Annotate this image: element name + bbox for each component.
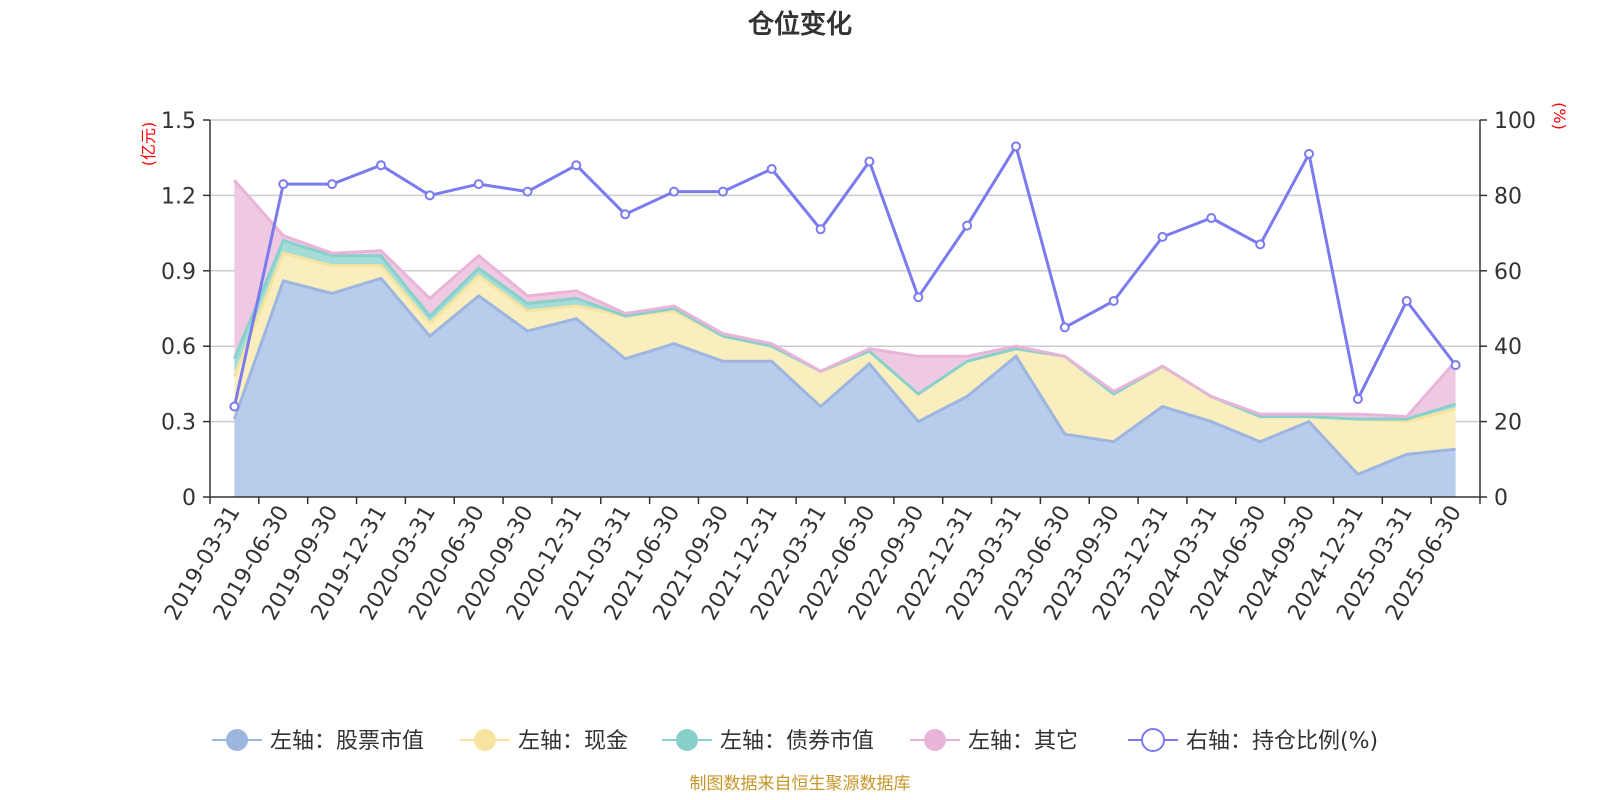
left-tick-label: 0: [182, 486, 196, 511]
chart-title: 仓位变化: [747, 9, 852, 40]
left-axis-ticks: 0 0.3 0.6 0.9 1.2 1.5: [161, 109, 210, 511]
right-axis-ticks: 0 20 40 60 80 100: [1480, 109, 1536, 511]
right-tick-label: 40: [1494, 335, 1522, 360]
x-axis-ticks: 2019-03-312019-06-302019-09-302019-12-31…: [160, 497, 1481, 625]
right-tick-label: 0: [1494, 486, 1508, 511]
legend-label: 左轴：现金: [518, 729, 628, 754]
legend-label: 左轴：股票市值: [270, 729, 424, 754]
ratio-point: [962, 220, 973, 231]
left-tick-label: 0.3: [161, 411, 196, 436]
source-note: 制图数据来自恒生聚源数据库: [690, 774, 911, 794]
ratio-point: [815, 224, 826, 235]
ratio-point: [522, 186, 533, 197]
area-series-0: [234, 278, 1456, 497]
area-edges: [232, 179, 1457, 477]
ratio-point: [864, 156, 875, 167]
left-axis-unit: (亿元): [139, 122, 158, 167]
ratio-point: [1059, 322, 1070, 333]
legend-item-3[interactable]: 左轴：其它: [910, 729, 1078, 754]
legend-label: 左轴：债券市值: [720, 729, 874, 754]
ratio-point: [1450, 360, 1461, 371]
ratio-point: [229, 401, 240, 412]
ratio-point: [1352, 394, 1363, 404]
legend: 左轴：股票市值 左轴：现金 左轴：债券市值 左轴：其它 右轴：持仓比例(%): [212, 728, 1378, 754]
left-tick-label: 0.9: [161, 260, 196, 285]
ratio-point: [1304, 148, 1314, 159]
ratio-point: [571, 160, 582, 171]
right-axis-unit: (%): [1550, 102, 1569, 130]
right-tick-label: 60: [1494, 260, 1522, 285]
area-series-1: [234, 253, 1456, 475]
area-edge-series-0: [232, 276, 1456, 477]
legend-marker-icon: [1141, 728, 1165, 752]
ratio-line-series: [229, 141, 1461, 412]
ratio-point: [1255, 239, 1266, 250]
ratio-point: [1401, 296, 1412, 306]
area-series-2: [234, 240, 1456, 422]
legend-marker-icon: [676, 729, 698, 751]
left-tick-label: 0.6: [161, 335, 196, 360]
ratio-point: [1157, 231, 1168, 242]
legend-label: 左轴：其它: [968, 729, 1078, 754]
right-tick-label: 80: [1494, 184, 1522, 209]
ratio-point: [717, 186, 728, 197]
legend-marker-icon: [226, 729, 248, 751]
left-tick-label: 1.5: [161, 109, 196, 134]
ratio-point: [473, 179, 484, 190]
ratio-point: [1108, 296, 1119, 306]
ratio-point: [766, 164, 777, 174]
ratio-point: [424, 190, 435, 201]
stacked-areas: [234, 180, 1456, 497]
ratio-point: [278, 179, 289, 190]
ratio-point: [327, 179, 338, 190]
ratio-point: [913, 292, 924, 303]
ratio-point: [620, 209, 631, 220]
area-edge-series-3: [233, 179, 1457, 419]
ratio-point: [1011, 141, 1021, 152]
ratio-point: [669, 186, 679, 197]
ratio-point: [1206, 213, 1217, 223]
left-tick-label: 1.2: [161, 184, 196, 209]
legend-item-4[interactable]: 右轴：持仓比例(%): [1128, 728, 1378, 754]
ratio-line: [232, 144, 1457, 407]
legend-marker-icon: [474, 729, 496, 751]
ratio-point: [376, 160, 386, 171]
legend-label: 右轴：持仓比例(%): [1186, 729, 1378, 754]
right-tick-label: 100: [1494, 109, 1536, 134]
legend-item-2[interactable]: 左轴：债券市值: [662, 729, 874, 754]
legend-marker-icon: [924, 729, 946, 751]
legend-item-1[interactable]: 左轴：现金: [460, 729, 628, 754]
legend-item-0[interactable]: 左轴：股票市值: [212, 729, 424, 754]
right-tick-label: 20: [1494, 411, 1522, 436]
